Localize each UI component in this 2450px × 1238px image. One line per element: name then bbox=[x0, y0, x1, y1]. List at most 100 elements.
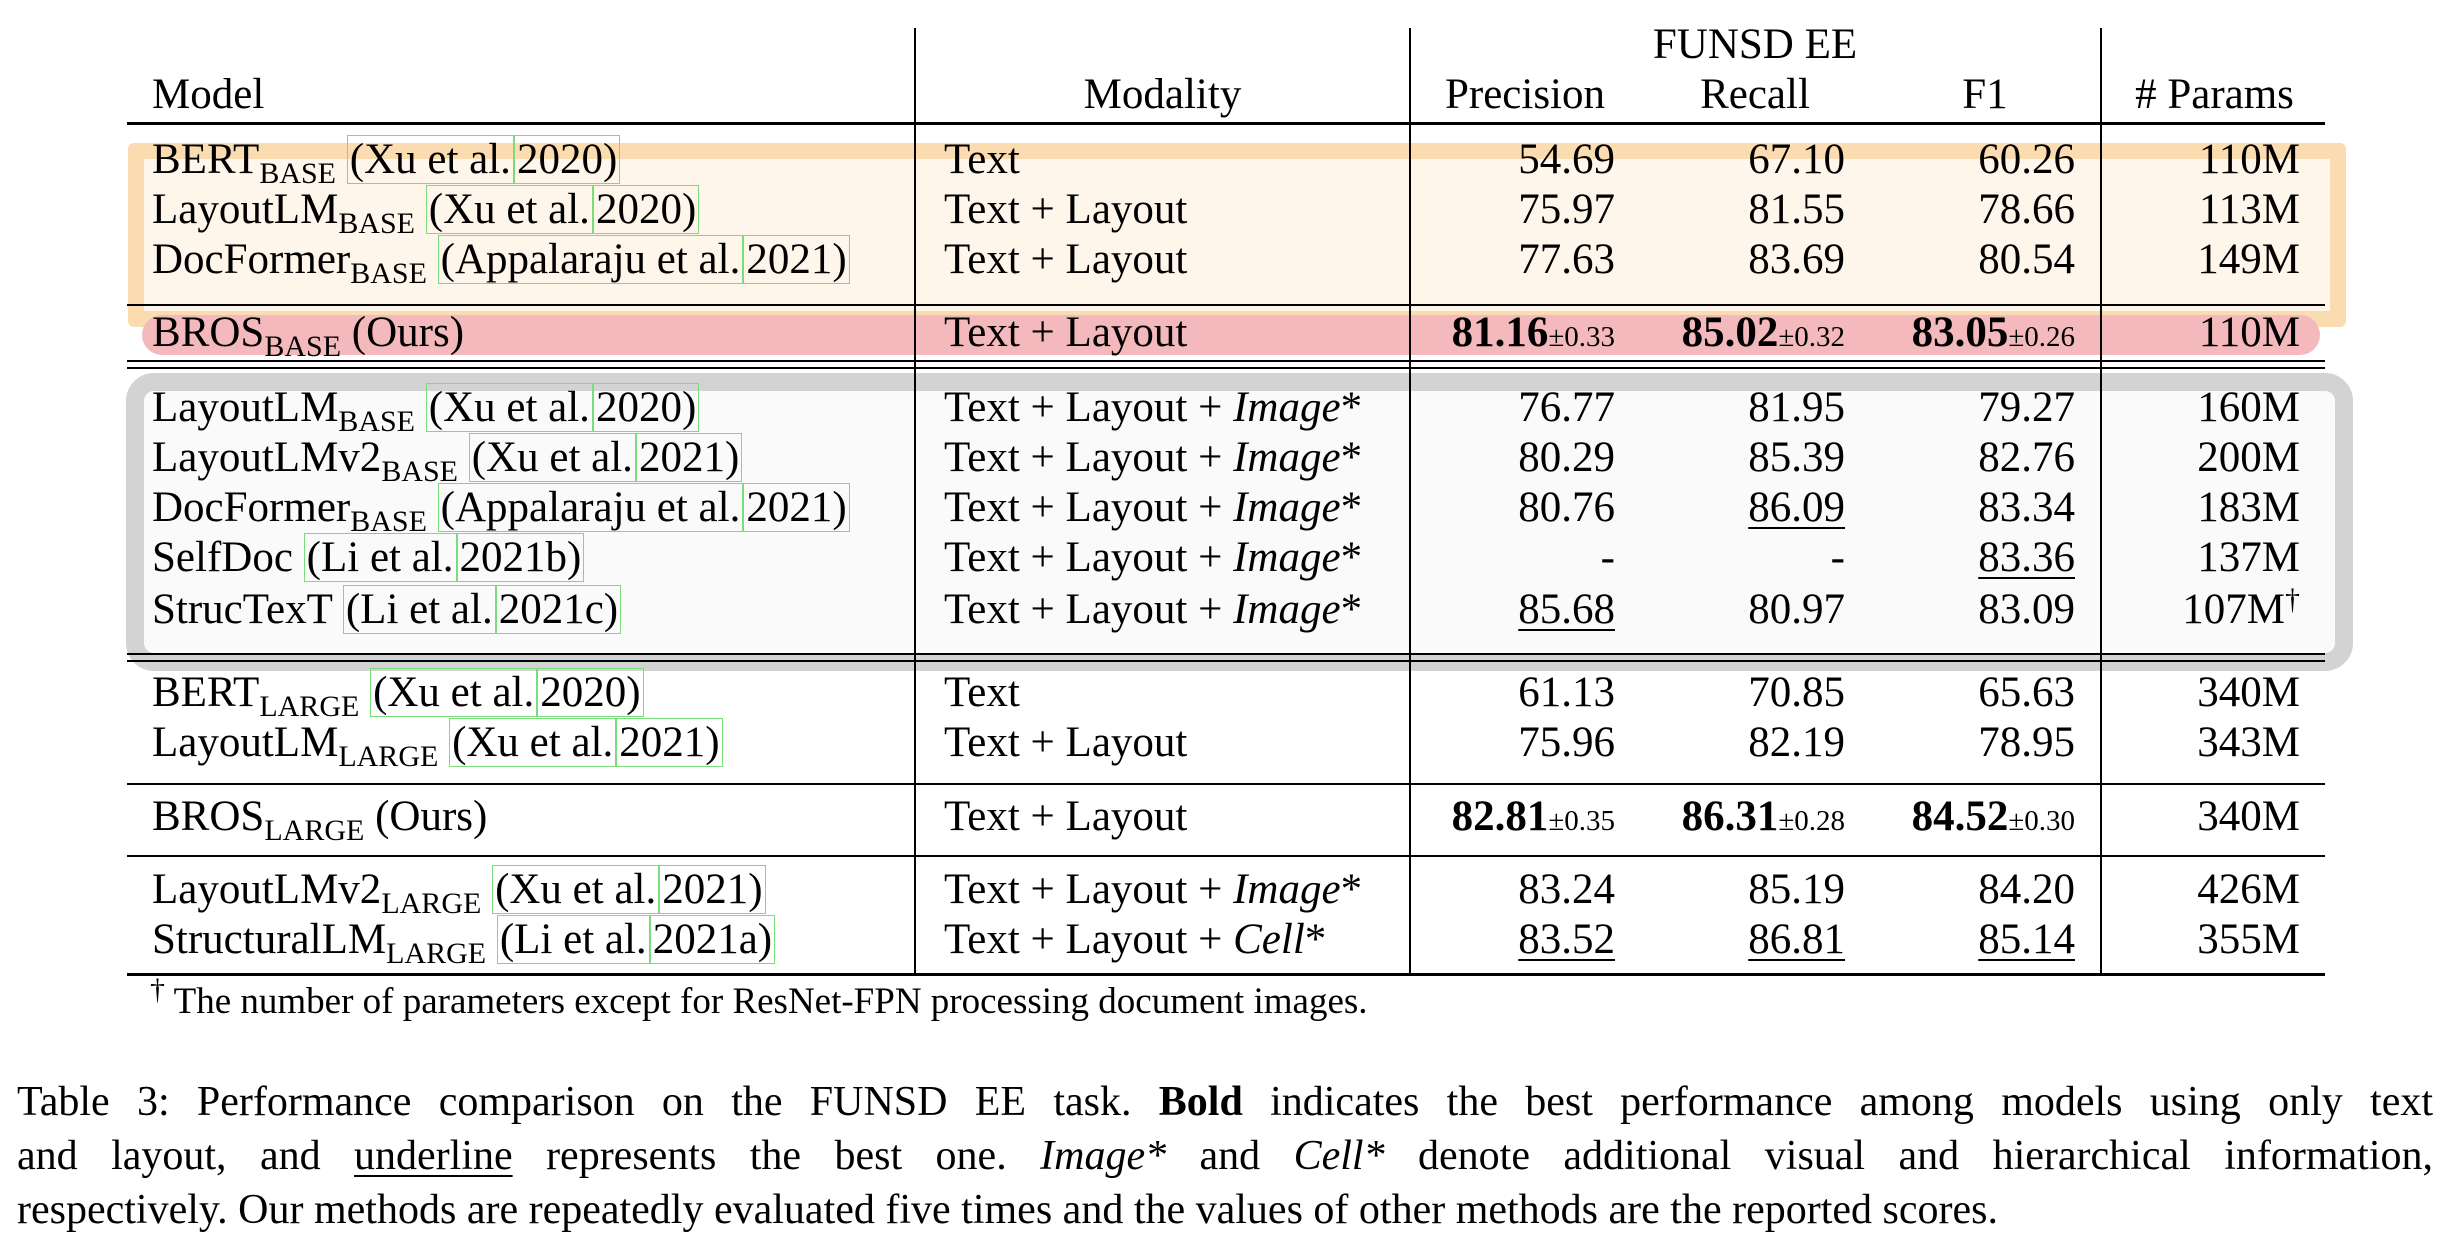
precision-cell: 81.16±0.33 bbox=[1355, 308, 1615, 358]
ours-label: (Ours) bbox=[351, 309, 465, 356]
score-std: ±0.30 bbox=[2008, 805, 2075, 837]
score-value: 82.19 bbox=[1748, 719, 1845, 766]
score-value: 83.24 bbox=[1518, 866, 1615, 913]
params-value: 340M bbox=[2197, 669, 2300, 716]
params-cell: 107M† bbox=[2102, 585, 2300, 635]
bottom-rule bbox=[127, 973, 2325, 976]
model-size: BASE bbox=[350, 505, 427, 538]
header-params: # Params bbox=[2135, 71, 2294, 118]
precision-cell: 54.69 bbox=[1385, 135, 1615, 185]
params-value: 426M bbox=[2197, 866, 2300, 913]
recall-cell: 86.81 bbox=[1615, 915, 1845, 965]
score-value: 77.63 bbox=[1518, 236, 1615, 283]
citation-authors: (Appalaraju et al. bbox=[437, 483, 744, 532]
model-name-cell: BROSBASE (Ours) bbox=[152, 308, 465, 362]
params-cell: 110M bbox=[2102, 308, 2300, 358]
recall-cell: 81.55 bbox=[1615, 185, 1845, 235]
rule bbox=[127, 855, 2325, 857]
modality-cell: Text + Layout + Image* bbox=[944, 383, 1362, 433]
score-value: 80.54 bbox=[1978, 236, 2075, 283]
params-value: 340M bbox=[2197, 793, 2300, 840]
model-name: DocFormer bbox=[152, 236, 351, 283]
caption-line: Table 3: Performance comparison on the F… bbox=[17, 1075, 2433, 1129]
modality-text: Text + Layout bbox=[944, 719, 1188, 766]
precision-cell: 75.97 bbox=[1385, 185, 1615, 235]
f1-cell: 60.26 bbox=[1845, 135, 2075, 185]
citation-year: 2021) bbox=[743, 235, 850, 284]
modality-extra: Cell bbox=[1233, 916, 1305, 963]
model-name: StructuralLM bbox=[152, 916, 387, 963]
citation-authors: (Xu et al. bbox=[449, 718, 617, 767]
modality-cell: Text + Layout bbox=[944, 185, 1187, 235]
modality-extra: Image bbox=[1233, 586, 1341, 633]
header-recall: Recall bbox=[1700, 71, 1810, 118]
score-value: 78.66 bbox=[1978, 186, 2075, 233]
f1-cell: 82.76 bbox=[1845, 433, 2075, 483]
caption-text: indicates the best performance among mod… bbox=[1242, 1079, 2433, 1125]
model-size: BASE bbox=[264, 330, 342, 363]
score-value: 83.09 bbox=[1978, 586, 2075, 633]
citation-year: 2020) bbox=[537, 668, 644, 717]
score-value: 82.81 bbox=[1451, 793, 1549, 840]
model-name-cell: DocFormerBASE (Appalaraju et al. 2021) bbox=[152, 483, 850, 537]
params-value: 137M bbox=[2197, 534, 2300, 581]
params-cell: 183M bbox=[2102, 483, 2300, 533]
precision-cell: 80.76 bbox=[1385, 483, 1615, 533]
modality-extra: Image bbox=[1233, 534, 1341, 581]
model-size: LARGE bbox=[386, 937, 487, 970]
params-cell: 343M bbox=[2102, 718, 2300, 768]
model-size: LARGE bbox=[259, 690, 360, 723]
dagger-mark: † bbox=[2285, 583, 2300, 616]
score-std: ±0.33 bbox=[1548, 321, 1615, 353]
score-value: 61.13 bbox=[1518, 669, 1615, 716]
column-separator bbox=[914, 28, 916, 973]
modality-cell: Text bbox=[944, 668, 1020, 718]
precision-cell: 77.63 bbox=[1385, 235, 1615, 285]
score-value: 84.52 bbox=[1911, 793, 2009, 840]
params-cell: 200M bbox=[2102, 433, 2300, 483]
score-value: 85.19 bbox=[1748, 866, 1845, 913]
model-name-cell: LayoutLMBASE (Xu et al. 2020) bbox=[152, 383, 700, 437]
modality-text: Text + Layout + bbox=[944, 484, 1234, 531]
model-name-cell: StructuralLMLARGE (Li et al. 2021a) bbox=[152, 915, 776, 969]
citation-authors: (Xu et al. bbox=[425, 185, 593, 234]
caption-italic: Cell* bbox=[1293, 1133, 1385, 1179]
citation-year: 2021) bbox=[635, 433, 743, 482]
params-cell: 426M bbox=[2102, 865, 2300, 915]
column-separator bbox=[2100, 28, 2102, 973]
params-value: 110M bbox=[2198, 309, 2300, 356]
recall-cell: - bbox=[1615, 533, 1845, 583]
modality-cell: Text + Layout bbox=[944, 792, 1187, 842]
rule bbox=[127, 660, 2325, 662]
score-value: 83.05 bbox=[1911, 309, 2009, 356]
citation-year: 2020) bbox=[592, 185, 700, 234]
modality-extra: Image bbox=[1233, 484, 1341, 531]
modality-star: * bbox=[1340, 586, 1363, 633]
recall-cell: 85.39 bbox=[1615, 433, 1845, 483]
modality-text: Text bbox=[944, 669, 1020, 716]
score-value: 67.10 bbox=[1748, 136, 1845, 183]
modality-extra: Image bbox=[1233, 384, 1341, 431]
model-name: BROS bbox=[152, 793, 265, 840]
f1-cell: 83.36 bbox=[1845, 533, 2075, 583]
caption-underline: underline bbox=[354, 1133, 513, 1179]
score-value: 86.81 bbox=[1748, 916, 1845, 963]
model-name: LayoutLMv2 bbox=[152, 434, 382, 481]
model-name: StrucTexT bbox=[152, 586, 333, 633]
citation-authors: (Li et al. bbox=[342, 585, 496, 634]
score-value: 81.16 bbox=[1451, 309, 1549, 356]
citation-authors: (Li et al. bbox=[303, 533, 457, 582]
score-value: 54.69 bbox=[1518, 136, 1615, 183]
rule bbox=[127, 653, 2325, 655]
f1-cell: 83.05±0.26 bbox=[1815, 308, 2075, 358]
params-value: 110M bbox=[2198, 136, 2300, 183]
f1-cell: 65.63 bbox=[1845, 668, 2075, 718]
model-name-cell: SelfDoc (Li et al. 2021b) bbox=[152, 533, 585, 583]
model-name: BERT bbox=[152, 136, 260, 183]
score-value: 86.31 bbox=[1681, 793, 1779, 840]
model-name-cell: LayoutLMv2BASE (Xu et al. 2021) bbox=[152, 433, 743, 487]
params-cell: 340M bbox=[2102, 668, 2300, 718]
precision-cell: 80.29 bbox=[1385, 433, 1615, 483]
model-name: LayoutLMv2 bbox=[152, 866, 382, 913]
score-value: 81.95 bbox=[1748, 384, 1845, 431]
